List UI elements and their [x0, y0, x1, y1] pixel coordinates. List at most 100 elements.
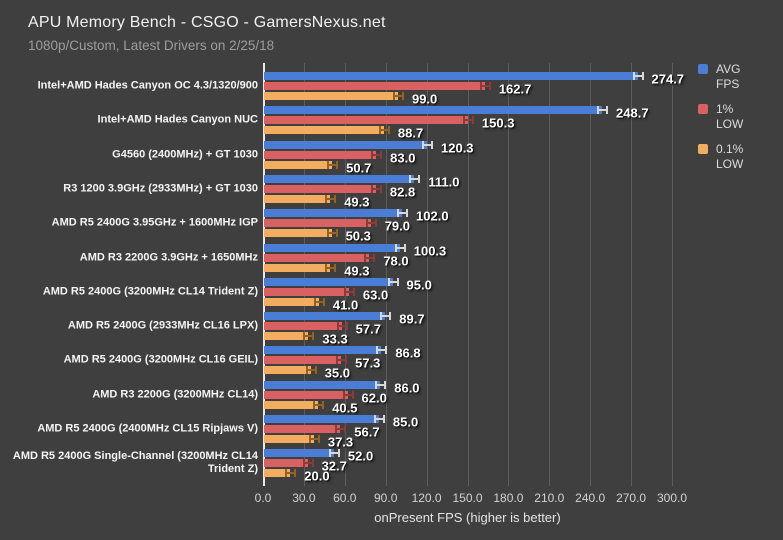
- x-tick-label: 240.0: [575, 491, 606, 505]
- error-bar-line: [306, 369, 316, 372]
- bar-1pct-low: [264, 287, 349, 296]
- bar-avg-fps: [264, 140, 427, 149]
- error-bar-cap: [406, 209, 409, 218]
- error-bar-cap: [396, 277, 399, 286]
- gridline: [467, 63, 469, 486]
- error-bar-cap: [479, 82, 482, 90]
- error-bar-line: [365, 256, 375, 259]
- category-label: AMD R5 2400G (3200MHz CL16 GEIL): [63, 353, 258, 366]
- error-bar-cap: [462, 116, 465, 125]
- value-label-01pct-low: 33.3: [322, 331, 348, 347]
- error-bar-cap: [325, 263, 328, 272]
- x-tick-label: 300.0: [656, 491, 688, 505]
- bar-avg-fps: [264, 174, 415, 183]
- error-bar-cap: [374, 219, 377, 228]
- error-bar-cap: [334, 194, 337, 203]
- error-bar-line: [376, 383, 386, 386]
- error-bar-cap: [322, 297, 325, 306]
- value-label-avg-fps: 120.3: [441, 140, 474, 156]
- error-bar-cap: [376, 346, 379, 355]
- legend-label-avg-fps: AVG FPS: [716, 62, 741, 91]
- value-label-1pct-low: 56.7: [354, 424, 380, 440]
- error-bar-cap: [311, 459, 314, 468]
- error-bar-cap: [422, 140, 424, 149]
- error-bar-line: [309, 438, 319, 440]
- x-tick-label: 150.0: [452, 491, 483, 505]
- bar-01pct-low: [264, 400, 319, 409]
- error-bar-cap: [365, 219, 368, 228]
- x-tick-label: 120.0: [411, 491, 442, 505]
- error-bar-line: [327, 232, 337, 235]
- error-bar-cap: [337, 449, 340, 458]
- value-label-01pct-low: 41.0: [332, 297, 359, 313]
- value-label-1pct-low: 57.7: [355, 321, 381, 337]
- value-label-1pct-low: 79.0: [384, 218, 411, 234]
- value-label-avg-fps: 52.0: [347, 448, 374, 464]
- error-bar-cap: [409, 174, 412, 183]
- bar-1pct-low: [264, 322, 342, 331]
- chart-subtitle: 1080p/Custom, Latest Drivers on 2/25/18: [28, 38, 275, 53]
- error-bar-cap: [325, 194, 328, 203]
- error-bar-cap: [336, 322, 339, 331]
- category-label: AMD R5 2400G (3200MHz CL14 Trident Z): [42, 285, 258, 298]
- bar-avg-fps: [264, 312, 386, 321]
- error-bar-cap: [328, 449, 331, 458]
- error-bar-cap: [364, 253, 367, 262]
- bar-01pct-low: [264, 194, 331, 203]
- error-bar-line: [326, 197, 336, 200]
- error-bar-cap: [389, 312, 392, 321]
- error-bar-cap: [394, 243, 397, 252]
- error-bar-line: [388, 280, 398, 283]
- bar-1pct-low: [264, 253, 370, 262]
- value-label-1pct-low: 82.8: [389, 184, 416, 200]
- bar-avg-fps: [264, 277, 393, 286]
- gridline: [344, 63, 346, 486]
- value-label-01pct-low: 88.7: [397, 125, 424, 141]
- error-bar-cap: [370, 184, 373, 193]
- category-label: AMD R5 2400G (2933MHz CL16 LPX): [67, 319, 258, 332]
- error-bar-cap: [285, 469, 288, 478]
- error-bar-cap: [379, 184, 382, 193]
- bar-avg-fps: [264, 209, 403, 218]
- bar-01pct-low: [264, 297, 319, 306]
- error-bar-cap: [342, 390, 345, 399]
- error-bar-cap: [313, 400, 316, 409]
- error-bar-cap: [488, 82, 491, 90]
- error-bar-cap: [326, 229, 329, 238]
- bar-01pct-low: [264, 435, 314, 443]
- error-bar-line: [381, 315, 391, 318]
- x-tick-label: 210.0: [534, 491, 565, 505]
- value-label-01pct-low: 49.3: [344, 194, 370, 210]
- category-label: AMD R3 2200G 3.9GHz + 1650MHz: [79, 251, 258, 263]
- error-bar-line: [377, 349, 387, 352]
- x-tick-label: 270.0: [616, 491, 647, 505]
- value-label-avg-fps: 274.7: [651, 71, 685, 87]
- legend-entry-1pct-low: 1% LOW: [698, 102, 743, 132]
- value-label-avg-fps: 86.0: [394, 380, 420, 396]
- error-bar-line: [337, 359, 347, 362]
- error-bar-cap: [397, 209, 400, 218]
- error-bar-line: [393, 95, 403, 97]
- error-bar-cap: [382, 415, 385, 423]
- error-bar-cap: [606, 106, 609, 115]
- error-bar-cap: [317, 435, 320, 443]
- error-bar-cap: [387, 277, 390, 286]
- bar-avg-fps: [264, 380, 381, 389]
- bar-01pct-low: [264, 126, 384, 135]
- value-label-01pct-low: 50.3: [345, 228, 371, 244]
- x-axis-title: onPresent FPS (higher is better): [374, 510, 561, 525]
- bar-1pct-low: [264, 184, 376, 193]
- error-bar-cap: [314, 366, 317, 375]
- value-label-avg-fps: 85.0: [392, 414, 419, 430]
- error-bar-cap: [308, 435, 311, 443]
- error-bar-line: [314, 403, 324, 406]
- bar-1pct-low: [264, 150, 377, 159]
- error-bar-cap: [294, 469, 297, 478]
- error-bar-cap: [380, 312, 383, 321]
- gridline: [549, 63, 551, 486]
- error-bar-cap: [345, 356, 348, 365]
- error-bar-line: [303, 462, 313, 465]
- error-bar-cap: [343, 287, 346, 296]
- category-label: R3 1200 3.9GHz (2933MHz) + GT 1030: [63, 182, 258, 195]
